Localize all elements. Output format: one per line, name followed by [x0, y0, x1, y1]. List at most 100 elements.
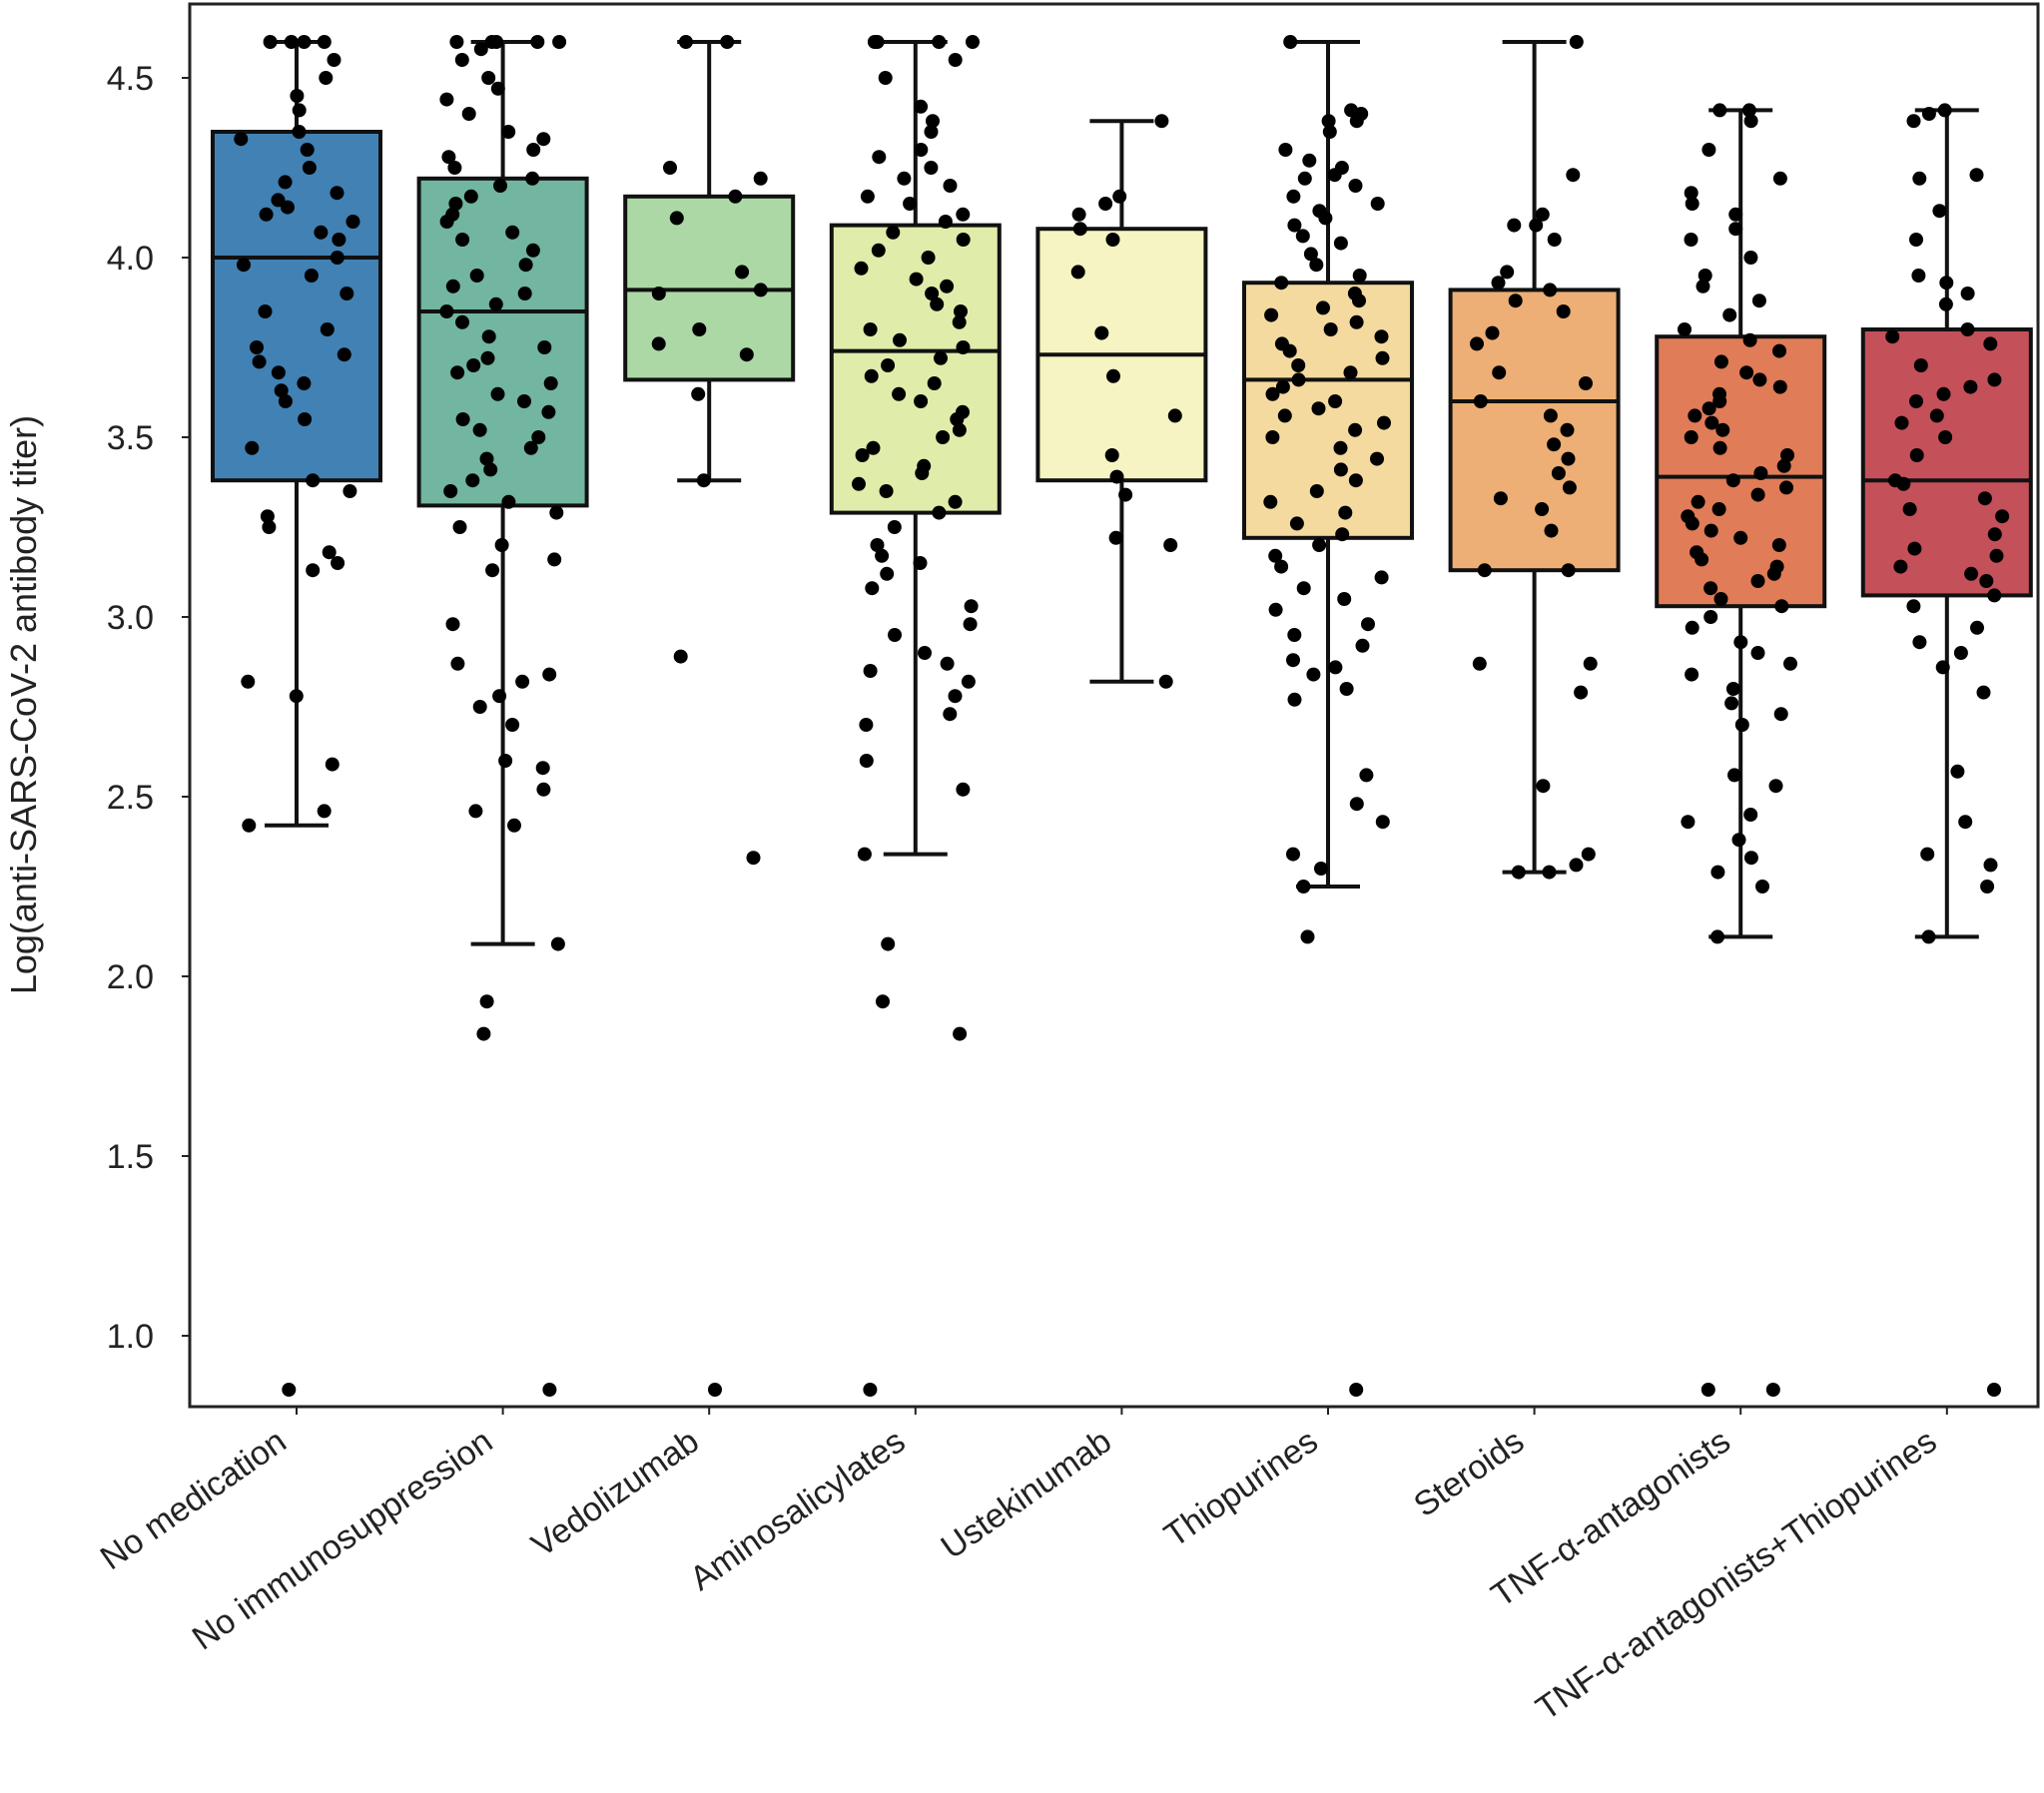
- data-point: [1961, 287, 1975, 300]
- data-point: [949, 495, 963, 509]
- data-point: [250, 340, 264, 354]
- data-point: [536, 761, 550, 775]
- data-point: [892, 387, 906, 401]
- data-point: [525, 172, 539, 186]
- data-point: [536, 132, 550, 146]
- data-point: [865, 369, 879, 383]
- data-point: [1755, 880, 1769, 894]
- data-point: [915, 466, 929, 480]
- data-point: [1486, 326, 1500, 340]
- data-point: [914, 394, 928, 408]
- data-point: [1751, 646, 1765, 660]
- data-point: [455, 53, 469, 67]
- data-point: [443, 484, 457, 498]
- data-point: [1937, 387, 1951, 401]
- data-point: [1349, 1383, 1363, 1397]
- data-point: [303, 161, 317, 175]
- data-point: [1500, 265, 1514, 279]
- data-point: [1574, 686, 1588, 700]
- iqr-box: [1863, 329, 2031, 595]
- data-point: [518, 287, 532, 300]
- data-point: [855, 262, 869, 276]
- data-point: [1743, 808, 1757, 822]
- data-point: [1744, 114, 1758, 128]
- data-point: [1769, 779, 1783, 793]
- data-point: [491, 387, 505, 401]
- data-point: [346, 215, 360, 229]
- data-point: [1269, 603, 1283, 617]
- data-point: [932, 35, 946, 49]
- data-point: [1350, 797, 1364, 811]
- data-point: [1922, 929, 1936, 943]
- data-point: [542, 668, 556, 682]
- data-point: [663, 161, 677, 175]
- data-point: [1779, 480, 1793, 494]
- data-point: [1563, 480, 1577, 494]
- data-point: [1735, 718, 1749, 732]
- data-point: [455, 233, 469, 247]
- data-point: [871, 35, 885, 49]
- data-point: [1266, 387, 1280, 401]
- data-point: [918, 646, 932, 660]
- data-point: [473, 700, 487, 714]
- data-point: [279, 175, 293, 189]
- data-point: [1296, 229, 1310, 243]
- data-point: [1961, 322, 1975, 336]
- data-point: [1376, 351, 1390, 365]
- data-point: [1494, 491, 1508, 505]
- data-point: [864, 322, 878, 336]
- data-point: [1767, 567, 1781, 581]
- data-point: [1298, 172, 1312, 186]
- data-point: [1727, 768, 1741, 782]
- data-point: [234, 132, 248, 146]
- boxplot-chart: 1.01.52.02.53.03.54.04.5 No medicationNo…: [0, 0, 2044, 1793]
- y-tick-label: 2.0: [107, 958, 154, 996]
- data-point: [1334, 462, 1348, 476]
- data-point: [318, 804, 332, 818]
- data-point: [466, 358, 480, 372]
- data-point: [1110, 470, 1124, 484]
- data-point: [328, 53, 341, 67]
- y-tick-label: 4.0: [107, 240, 154, 278]
- data-point: [1350, 315, 1364, 329]
- data-point: [1507, 219, 1521, 233]
- data-point: [260, 208, 274, 222]
- data-point: [447, 161, 461, 175]
- data-point: [1774, 707, 1788, 721]
- data-point: [1685, 233, 1699, 247]
- data-point: [446, 280, 460, 294]
- data-point: [1739, 365, 1753, 379]
- y-tick-label: 1.0: [107, 1318, 154, 1356]
- data-point: [1098, 197, 1112, 211]
- data-point: [1930, 408, 1944, 422]
- data-point: [1265, 430, 1279, 444]
- data-point: [944, 179, 958, 193]
- data-point: [1922, 107, 1936, 121]
- data-point: [956, 783, 970, 797]
- data-point: [1324, 322, 1338, 336]
- data-point: [1906, 599, 1920, 613]
- data-point: [526, 244, 540, 258]
- data-point: [1535, 502, 1549, 516]
- data-point: [1340, 682, 1354, 696]
- data-point: [1678, 322, 1692, 336]
- data-point: [1328, 394, 1342, 408]
- data-point: [1990, 549, 2004, 563]
- data-point: [1552, 466, 1566, 480]
- data-point: [340, 287, 353, 300]
- data-point: [876, 994, 890, 1008]
- data-point: [1714, 354, 1728, 368]
- data-point: [515, 675, 529, 689]
- data-point: [1287, 628, 1301, 642]
- data-point: [544, 376, 558, 390]
- data-point: [1910, 448, 1924, 462]
- data-point: [914, 100, 928, 114]
- data-point: [856, 448, 870, 462]
- data-point: [1105, 448, 1119, 462]
- data-point: [505, 226, 519, 240]
- data-point: [1703, 610, 1717, 624]
- data-point: [530, 35, 544, 49]
- data-point: [1732, 833, 1746, 847]
- data-point: [1473, 657, 1487, 671]
- data-point: [519, 258, 533, 272]
